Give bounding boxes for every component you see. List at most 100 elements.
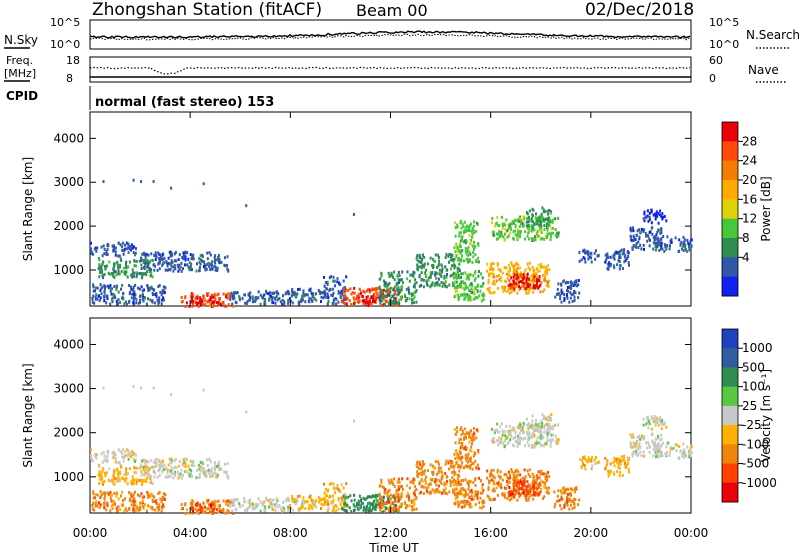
data-cell xyxy=(444,487,447,491)
data-cell xyxy=(496,470,499,474)
data-cell xyxy=(689,242,692,245)
data-cell xyxy=(542,436,545,440)
data-cell xyxy=(535,418,537,422)
data-cell xyxy=(336,483,339,487)
data-cell xyxy=(539,221,542,225)
data-cell xyxy=(254,299,257,303)
data-cell xyxy=(132,290,135,294)
data-cell xyxy=(155,501,158,505)
data-cell xyxy=(103,506,106,510)
data-cell xyxy=(682,235,685,239)
data-cell xyxy=(527,277,530,281)
data-cell xyxy=(508,498,511,502)
data-cell xyxy=(141,482,144,486)
data-cell xyxy=(98,294,101,298)
data-cell xyxy=(686,445,689,449)
data-cell xyxy=(595,456,597,459)
data-cell xyxy=(627,251,630,255)
data-cell xyxy=(660,237,663,241)
data-cell xyxy=(112,266,115,270)
data-cell xyxy=(207,299,210,303)
data-cell xyxy=(418,460,421,464)
data-cell xyxy=(536,427,539,431)
data-cell xyxy=(546,432,549,436)
data-cell xyxy=(381,499,384,503)
data-cell xyxy=(513,494,516,498)
data-cell xyxy=(541,412,544,416)
data-cell xyxy=(332,482,335,486)
data-cell xyxy=(584,457,587,461)
data-cell xyxy=(655,445,658,449)
data-cell xyxy=(271,505,274,509)
data-cell xyxy=(463,281,465,285)
data-cell xyxy=(526,441,529,445)
data-cell xyxy=(155,460,157,464)
data-cell xyxy=(461,429,464,433)
data-cell xyxy=(660,421,663,425)
data-cell xyxy=(112,293,115,296)
data-cell xyxy=(546,419,549,423)
data-cell xyxy=(489,267,492,271)
data-cell xyxy=(172,265,175,269)
data-cell xyxy=(151,291,154,295)
data-region xyxy=(290,287,325,304)
data-cell xyxy=(126,247,129,251)
data-cell xyxy=(497,232,500,236)
data-cell xyxy=(464,488,467,492)
data-cell xyxy=(272,508,275,512)
data-cell xyxy=(517,424,520,428)
data-cell xyxy=(535,212,537,216)
data-cell xyxy=(666,244,669,248)
data-cell xyxy=(130,273,133,277)
data-cell xyxy=(173,470,176,474)
data-cell xyxy=(306,293,309,297)
data-cell xyxy=(323,295,326,299)
data-cell xyxy=(443,276,446,280)
data-cell xyxy=(148,267,151,271)
data-cell xyxy=(184,457,187,461)
data-cell xyxy=(458,492,461,495)
data-cell xyxy=(389,480,392,484)
data-cell xyxy=(406,484,409,488)
data-cell xyxy=(532,238,535,242)
data-cell xyxy=(345,482,348,486)
data-cell xyxy=(669,240,672,244)
data-cell xyxy=(149,298,152,302)
data-cell xyxy=(96,504,99,508)
data-cell xyxy=(112,274,115,278)
data-cell xyxy=(646,446,649,450)
data-cell xyxy=(525,498,528,502)
data-cell xyxy=(454,502,457,506)
data-cell xyxy=(445,275,448,279)
data-cell xyxy=(572,283,575,287)
noise-panel: N.Sky 10^5 10^0 10^5 10^0 N.Search xyxy=(4,16,800,51)
data-cell xyxy=(519,439,522,443)
data-cell xyxy=(468,457,471,461)
data-cell xyxy=(531,274,534,278)
data-cell xyxy=(177,464,180,468)
data-cell xyxy=(356,300,359,304)
colorbar-frame xyxy=(721,121,739,297)
data-cell xyxy=(458,474,461,478)
data-cell xyxy=(179,472,182,476)
data-cell xyxy=(543,485,546,489)
data-cell xyxy=(146,492,149,496)
data-cell xyxy=(468,277,470,281)
data-cell xyxy=(307,506,310,510)
data-cell xyxy=(212,301,215,305)
data-cell xyxy=(660,244,663,248)
data-cell xyxy=(690,238,693,242)
data-cell xyxy=(333,487,336,491)
data-cell xyxy=(493,476,496,480)
freq-label: Freq. xyxy=(6,54,33,67)
data-cell xyxy=(174,250,177,254)
data-cell xyxy=(154,293,157,296)
data-cell xyxy=(340,300,343,304)
data-cell xyxy=(401,477,404,481)
data-cell xyxy=(454,500,457,504)
data-cell xyxy=(159,253,162,257)
data-cell xyxy=(211,474,214,478)
data-cell xyxy=(464,271,467,275)
data-cell xyxy=(135,298,138,302)
